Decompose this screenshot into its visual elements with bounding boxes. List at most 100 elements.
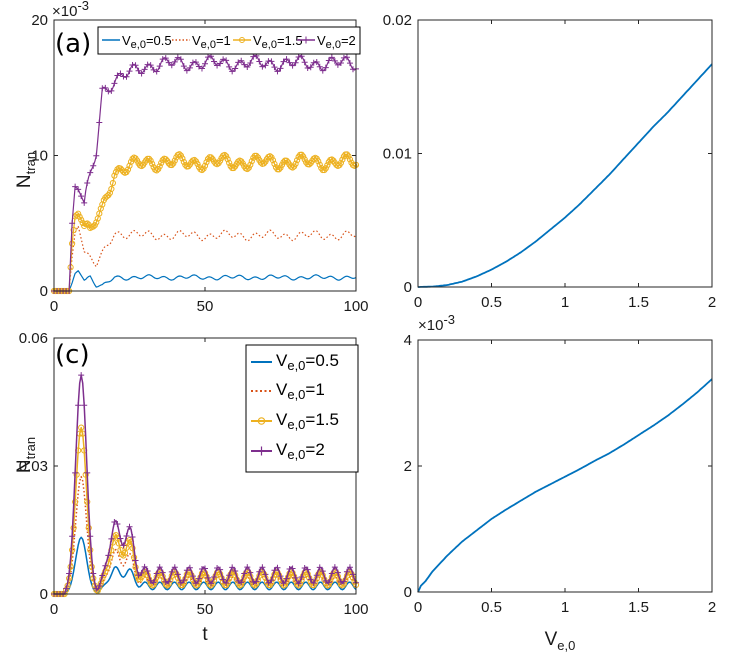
data-marker	[220, 56, 227, 63]
data-marker	[72, 183, 79, 190]
y-tick-label: 0	[404, 279, 412, 296]
data-marker	[159, 56, 166, 63]
data-marker	[214, 565, 221, 572]
data-marker	[72, 469, 79, 476]
data-marker	[253, 578, 260, 585]
data-marker	[244, 63, 251, 70]
data-marker	[241, 570, 248, 577]
data-marker	[147, 577, 154, 584]
data-marker	[156, 564, 163, 571]
data-marker	[75, 186, 82, 193]
data-marker	[135, 572, 142, 579]
data-marker	[271, 160, 278, 168]
data-marker	[66, 570, 73, 577]
data-marker	[159, 569, 166, 576]
data-marker	[126, 162, 133, 169]
data-marker	[99, 572, 106, 579]
data-marker	[117, 70, 124, 77]
data-marker	[81, 402, 88, 409]
data-marker	[343, 54, 350, 61]
data-marker	[337, 578, 344, 585]
data-marker	[70, 524, 77, 532]
series-line	[54, 153, 357, 292]
data-marker	[244, 165, 251, 173]
data-marker	[87, 533, 94, 540]
data-marker	[90, 162, 97, 169]
data-marker	[226, 159, 233, 166]
y-tick-label: 0	[40, 586, 48, 603]
data-marker	[230, 164, 237, 172]
data-marker	[259, 63, 266, 70]
data-marker	[289, 565, 296, 572]
data-marker	[75, 402, 82, 409]
data-marker	[117, 165, 124, 172]
data-marker	[205, 574, 212, 581]
data-marker	[306, 161, 313, 168]
data-marker	[286, 566, 293, 573]
data-marker	[220, 576, 227, 583]
data-marker	[319, 67, 326, 74]
x-tick-label: 2	[708, 294, 716, 311]
data-marker	[81, 199, 88, 206]
data-marker	[280, 159, 287, 166]
data-marker	[180, 63, 187, 70]
data-marker	[268, 58, 275, 65]
data-marker	[289, 62, 296, 69]
data-marker	[286, 59, 293, 66]
data-marker	[177, 579, 184, 586]
axes-frame	[417, 19, 713, 288]
series-line	[417, 378, 713, 593]
data-marker	[292, 59, 299, 66]
data-marker	[174, 54, 181, 61]
data-marker	[328, 156, 335, 163]
data-marker	[78, 372, 85, 379]
x-tick-label: 1.5	[628, 294, 649, 311]
x-tick-label: 1	[561, 599, 569, 616]
data-marker	[168, 568, 175, 575]
data-marker	[149, 160, 156, 167]
x-tick-label: 1.5	[628, 599, 649, 616]
data-marker	[269, 157, 277, 164]
data-marker	[211, 58, 218, 65]
data-marker	[195, 63, 202, 70]
data-marker	[179, 155, 186, 162]
data-marker	[103, 193, 110, 200]
plot-area	[418, 340, 712, 592]
data-marker	[235, 59, 242, 66]
data-marker	[316, 63, 323, 70]
data-marker	[211, 573, 218, 580]
data-marker	[294, 157, 301, 164]
data-marker	[346, 564, 353, 571]
data-marker	[265, 579, 272, 586]
data-marker	[250, 578, 257, 585]
data-marker	[111, 519, 118, 526]
data-marker	[310, 580, 317, 587]
data-marker	[78, 424, 85, 431]
x-tick-label: 50	[197, 298, 214, 315]
y-tick-label: 4	[404, 332, 412, 349]
data-marker	[138, 569, 145, 576]
legend-c-item-2: Ve,0=1	[276, 380, 325, 402]
y-tick-label: 20	[31, 12, 48, 29]
data-marker	[315, 158, 322, 165]
data-marker	[235, 577, 242, 584]
data-marker	[262, 571, 269, 578]
data-marker	[292, 160, 299, 167]
data-marker	[114, 521, 121, 528]
panel-label-a: (a)	[55, 29, 91, 59]
data-marker	[126, 523, 133, 530]
data-marker	[213, 161, 221, 168]
data-marker	[214, 62, 221, 69]
data-marker	[334, 569, 341, 576]
data-marker	[182, 161, 189, 169]
data-marker	[114, 72, 121, 79]
data-marker	[262, 62, 269, 69]
data-marker	[105, 552, 112, 559]
data-marker	[260, 160, 267, 167]
data-marker	[325, 579, 332, 586]
y-tick-label: 10	[31, 148, 48, 165]
data-marker	[177, 56, 184, 63]
data-marker	[124, 166, 132, 173]
data-marker	[73, 212, 80, 219]
